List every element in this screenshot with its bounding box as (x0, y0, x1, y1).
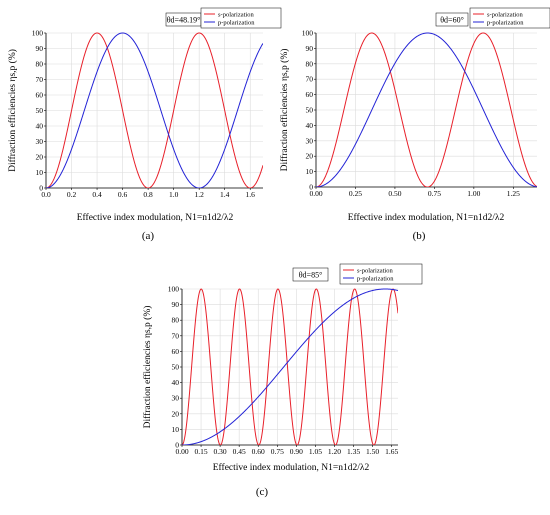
x-axis-label: Effective index modulation, N1=n1d2/λ2 (213, 462, 370, 473)
y-tick-label: 0 (175, 441, 179, 450)
y-tick-label: 40 (172, 378, 180, 387)
theta-box (435, 12, 469, 27)
y-tick-label: 90 (306, 44, 314, 53)
y-tick-label: 70 (36, 75, 44, 84)
y-tick-label: 10 (172, 425, 180, 434)
s-polarization-curve (316, 32, 537, 187)
y-tick-label: 60 (36, 91, 44, 100)
theta-label: θd=48.19° (167, 16, 201, 25)
y-tick-label: 50 (172, 363, 180, 372)
x-tick-label: 1.6 (246, 190, 256, 199)
y-tick-label: 100 (32, 29, 44, 38)
x-tick-label: 1.25 (507, 189, 520, 198)
chart-panel-b: 0 10 20 30 40 50 60 70 80 90 100 0.00 0.25 0.50 0.75 1.… (279, 7, 550, 242)
y-axis-label: Diffraction efficiencies ηs,p (%) (279, 49, 290, 172)
x-tick-label: 0.60 (252, 447, 265, 456)
theta-label: θd=60° (440, 16, 464, 25)
y-axis-label: Diffraction efficiencies ηs,p (%) (142, 306, 153, 429)
x-tick-label: 0.90 (290, 447, 303, 456)
y-tick-label: 0 (309, 183, 313, 192)
x-tick-label: 1.0 (169, 190, 179, 199)
y-tick-label: 10 (36, 168, 44, 177)
x-tick-label: 1.2 (194, 190, 204, 199)
x-tick-label: 0.45 (233, 447, 246, 456)
y-axis-label: Diffraction efficiencies ηs,p (%) (7, 49, 18, 172)
y-tick-label: 100 (168, 285, 180, 294)
panel-label: (b) (413, 230, 426, 242)
x-tick-label: 0.0 (41, 190, 51, 199)
p-polarization-curve (46, 32, 263, 188)
y-tick-label: 20 (172, 409, 180, 418)
legend-label: s-polarization (357, 267, 393, 274)
x-axis-label: Effective index modulation, N1=n1d2/λ2 (348, 212, 505, 223)
legend-label: p-polarization (218, 19, 255, 26)
x-tick-label: 1.4 (220, 190, 230, 199)
y-tick-label: 60 (172, 347, 180, 356)
s-polarization-curve (182, 288, 398, 445)
y-tick-label: 80 (36, 60, 44, 69)
y-tick-label: 40 (306, 121, 314, 130)
theta-label: θd=85° (299, 271, 323, 280)
x-tick-label: 1.50 (366, 447, 379, 456)
y-tick-label: 60 (306, 90, 314, 99)
panel-label: (a) (142, 230, 155, 242)
x-tick-label: 0.75 (428, 189, 441, 198)
x-tick-label: 0.75 (271, 447, 284, 456)
y-tick-label: 50 (306, 106, 314, 115)
legend-label: s-polarization (487, 11, 523, 18)
y-tick-label: 80 (172, 316, 180, 325)
x-axis-label: Effective index modulation, N1=n1d2/λ2 (77, 212, 234, 223)
legend-box (339, 263, 423, 285)
x-tick-label: 0.30 (214, 447, 227, 456)
x-tick-label: 0.50 (388, 189, 401, 198)
x-tick-label: 0.25 (349, 189, 362, 198)
legend-box (469, 7, 550, 29)
p-polarization-curve (316, 32, 537, 187)
y-tick-label: 40 (36, 122, 44, 131)
x-tick-label: 0.00 (309, 189, 322, 198)
y-tick-label: 30 (172, 394, 180, 403)
x-tick-label: 0.8 (143, 190, 153, 199)
y-tick-label: 20 (36, 153, 44, 162)
y-tick-label: 10 (306, 167, 314, 176)
legend-box (200, 7, 282, 29)
chart-panel-c: 0 10 20 30 40 50 60 70 80 90 100 0.00 0.15 0.30 0.45 0.… (142, 263, 423, 498)
y-tick-label: 80 (306, 59, 314, 68)
x-tick-label: 1.20 (328, 447, 341, 456)
legend-label: p-polarization (487, 19, 524, 26)
x-tick-label: 1.05 (309, 447, 322, 456)
y-tick-label: 90 (172, 300, 180, 309)
y-tick-label: 0 (39, 184, 43, 193)
legend-label: p-polarization (357, 275, 394, 282)
p-polarization-curve (182, 288, 398, 445)
x-tick-label: 1.65 (385, 447, 398, 456)
y-tick-label: 100 (302, 29, 314, 38)
theta-box (292, 267, 329, 282)
x-tick-label: 0.6 (118, 190, 128, 199)
y-tick-label: 30 (36, 137, 44, 146)
y-tick-label: 70 (172, 331, 180, 340)
x-tick-label: 0.4 (92, 190, 102, 199)
x-tick-label: 0.00 (175, 447, 188, 456)
y-tick-label: 20 (306, 152, 314, 161)
s-polarization-curve (46, 32, 263, 188)
x-tick-label: 0.2 (67, 190, 77, 199)
x-tick-label: 1.35 (347, 447, 360, 456)
chart-panel-a: 0 10 20 30 40 50 60 70 80 90 100 0.0 0.2 0.4 0.6 0.8 1.0… (7, 7, 282, 242)
y-tick-label: 30 (306, 136, 314, 145)
y-tick-label: 50 (36, 106, 44, 115)
legend-label: s-polarization (218, 11, 254, 18)
x-tick-label: 1.00 (467, 189, 480, 198)
y-tick-label: 90 (36, 44, 44, 53)
x-tick-label: 0.15 (194, 447, 207, 456)
panel-label: (c) (256, 486, 269, 498)
y-tick-label: 70 (306, 75, 314, 84)
